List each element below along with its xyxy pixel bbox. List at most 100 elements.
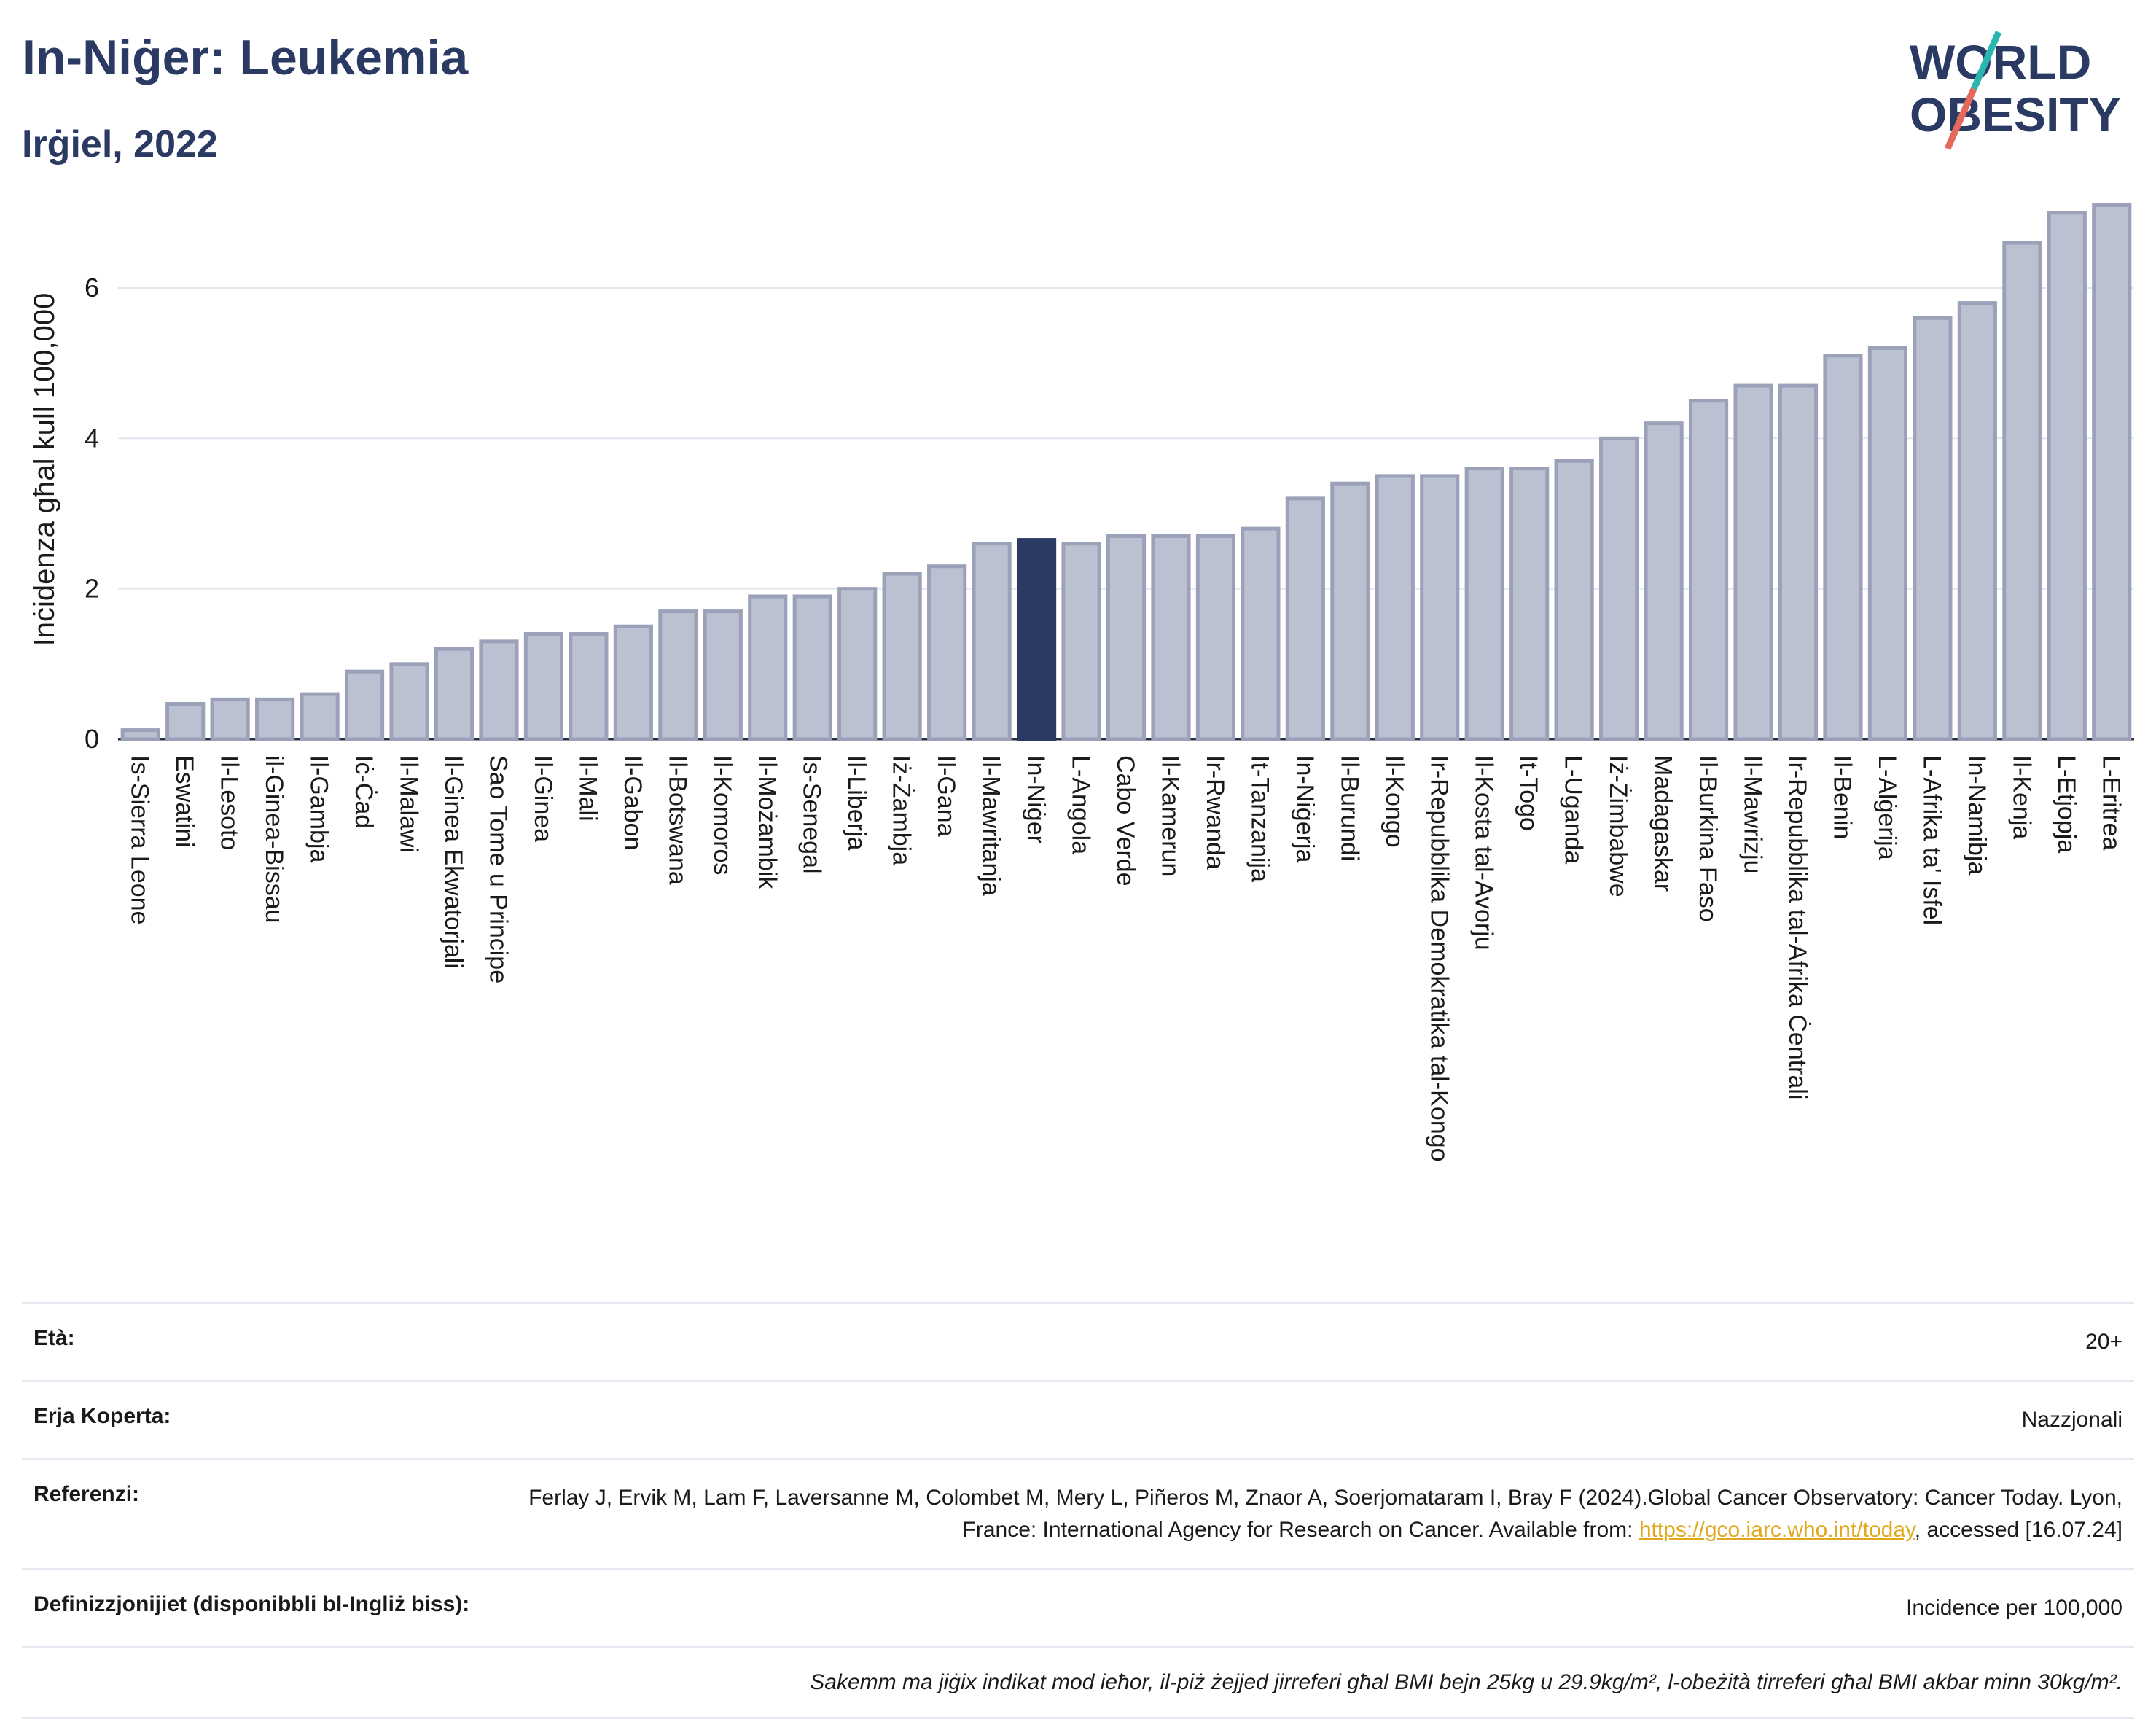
bar bbox=[1151, 534, 1191, 741]
bar bbox=[569, 632, 609, 741]
x-tick-label: Il-Liberja bbox=[843, 755, 870, 850]
x-tick-label: Iż-Żimbabwe bbox=[1604, 755, 1632, 897]
bar bbox=[1509, 467, 1550, 741]
x-tick-label: Il-Mali bbox=[574, 755, 601, 822]
bar bbox=[344, 669, 385, 741]
bar bbox=[613, 624, 653, 741]
definitions-label: Definizzjonijiet (disponibbli bl-Ingliż … bbox=[34, 1592, 470, 1616]
x-tick-label: Il-Gabon bbox=[619, 755, 647, 850]
bar bbox=[1061, 542, 1101, 741]
bar bbox=[837, 587, 878, 741]
x-tick-label: Madagaskar bbox=[1649, 755, 1677, 892]
bar bbox=[434, 647, 474, 741]
bar bbox=[165, 702, 206, 741]
x-axis-labels: Is-Sierra Leone Eswatini Il-Lesoto il-Ginea… bbox=[126, 755, 2125, 1161]
bar bbox=[1913, 316, 1953, 741]
y-tick-label: 6 bbox=[85, 273, 99, 303]
reference-accessed: , accessed [16.07.24] bbox=[1914, 1518, 2122, 1542]
x-tick-label: Eswatini bbox=[171, 755, 198, 848]
footnote: Sakemm ma jiġix indikat mod ieħor, il-pi… bbox=[810, 1670, 2122, 1694]
x-tick-label: Il-Możambik bbox=[753, 755, 781, 889]
y-tick-label: 4 bbox=[85, 423, 99, 453]
x-tick-label: Il-Kongo bbox=[1380, 755, 1408, 848]
bar bbox=[1106, 534, 1147, 741]
x-tick-label: In-Niġer bbox=[1022, 755, 1050, 843]
bar bbox=[1867, 346, 1908, 741]
bar bbox=[2047, 211, 2087, 741]
x-tick-label: Il-Kosta tal-Avorju bbox=[1470, 755, 1498, 951]
page-title: In-Niġer: Leukemia bbox=[22, 30, 469, 85]
reference-value: Ferlay J, Ervik M, Lam F, Laversanne M, … bbox=[519, 1482, 2122, 1546]
x-tick-label: Il-Mawrizju bbox=[1739, 755, 1767, 873]
x-tick-label: Il-Ginea bbox=[529, 755, 557, 842]
bar bbox=[300, 692, 340, 741]
x-tick-label: il-Ginea-Bissau bbox=[260, 755, 288, 924]
x-tick-label: Il-Malawi bbox=[395, 755, 423, 853]
x-tick-label: In-Niġerja bbox=[1291, 755, 1319, 862]
page-subtitle: Irġiel, 2022 bbox=[22, 123, 218, 165]
y-axis: 0 2 4 6 bbox=[85, 273, 99, 754]
x-tick-label: Sao Tome u Principe bbox=[484, 755, 512, 983]
bar bbox=[1420, 474, 1460, 741]
x-tick-label: L-Eritrea bbox=[2097, 755, 2125, 850]
bar bbox=[1733, 383, 1773, 741]
bar bbox=[703, 609, 743, 741]
x-tick-label: L-Uganda bbox=[1560, 755, 1587, 864]
reference-label: Referenzi: bbox=[34, 1482, 140, 1506]
logo-line1: WORLD bbox=[1910, 35, 2091, 89]
x-tick-label: Il-Gana bbox=[932, 755, 960, 837]
bar-chart: 0 2 4 6 Is-Sierra Leone Eswatini Il-Lesoto il-… bbox=[28, 203, 2134, 1161]
bar bbox=[255, 697, 295, 741]
bar bbox=[1375, 474, 1415, 741]
x-tick-label: Ir-Repubblika Demokratika tal-Kongo bbox=[1425, 755, 1453, 1161]
area-label: Erja Koperta: bbox=[34, 1404, 171, 1428]
x-tick-label: Il-Ginea Ekwatorjali bbox=[440, 755, 467, 969]
reference-link[interactable]: https://gco.iarc.who.int/today bbox=[1639, 1518, 1915, 1542]
bar bbox=[658, 609, 698, 741]
definitions-value: Incidence per 100,000 bbox=[1906, 1596, 2122, 1620]
bar bbox=[1823, 354, 1863, 741]
x-tick-label: Il-Burkina Faso bbox=[1694, 755, 1722, 922]
bar bbox=[120, 728, 160, 741]
x-tick-label: L-Afrika ta' Isfel bbox=[1918, 755, 1945, 925]
bar bbox=[1464, 467, 1504, 741]
x-tick-label: Il-Botswana bbox=[663, 755, 691, 885]
bar bbox=[1957, 301, 1997, 741]
bar bbox=[792, 594, 832, 741]
x-tick-label: Il-Kenja bbox=[2007, 755, 2035, 839]
x-tick-label: In-Namibja bbox=[1963, 755, 1991, 875]
bar bbox=[1599, 436, 1639, 741]
x-tick-label: It-Togo bbox=[1515, 755, 1542, 831]
age-value: 20+ bbox=[2085, 1330, 2122, 1354]
bars bbox=[120, 203, 2132, 741]
bar bbox=[1644, 421, 1684, 741]
bar bbox=[210, 697, 250, 741]
bar bbox=[1285, 496, 1325, 741]
x-tick-label: It-Tanzanija bbox=[1246, 755, 1273, 882]
bar bbox=[927, 564, 967, 741]
x-tick-label: Is-Sierra Leone bbox=[126, 755, 154, 924]
bar bbox=[748, 594, 788, 741]
age-label: Età: bbox=[34, 1326, 75, 1350]
y-tick-label: 0 bbox=[85, 724, 99, 754]
x-tick-label: Il-Burundi bbox=[1335, 755, 1363, 862]
reference-text: Ferlay J, Ervik M, Lam F, Laversanne M, … bbox=[528, 1486, 2122, 1542]
x-tick-label: Il-Kamerun bbox=[1156, 755, 1184, 876]
bar bbox=[1688, 399, 1729, 741]
bar bbox=[2002, 241, 2042, 741]
x-tick-label: Il-Lesoto bbox=[216, 755, 243, 850]
x-tick-label: Il-Komoros bbox=[708, 755, 736, 875]
logo-slash-teal bbox=[1970, 31, 2002, 90]
note-row: Sakemm ma jiġix indikat mod ieħor, il-pi… bbox=[22, 1646, 2134, 1719]
area-value: Nazzjonali bbox=[2021, 1408, 2122, 1432]
y-axis-title: Inċidenza għal kull 100,000 bbox=[28, 293, 60, 647]
x-tick-label: Iċ-Ċad bbox=[350, 755, 378, 828]
x-tick-label: Il-Mawritanja bbox=[977, 755, 1005, 896]
x-tick-label: Il-Benin bbox=[1828, 755, 1856, 839]
area-row: Erja Koperta: Nazzjonali bbox=[22, 1380, 2134, 1458]
x-tick-label: Cabo Verde bbox=[1112, 755, 1139, 886]
x-tick-label: Is-Senegal bbox=[798, 755, 826, 874]
x-tick-label: Ir-Repubblika tal-Afrika Ċentrali bbox=[1784, 755, 1811, 1099]
bar-highlighted bbox=[1016, 538, 1057, 741]
bar bbox=[882, 572, 922, 741]
